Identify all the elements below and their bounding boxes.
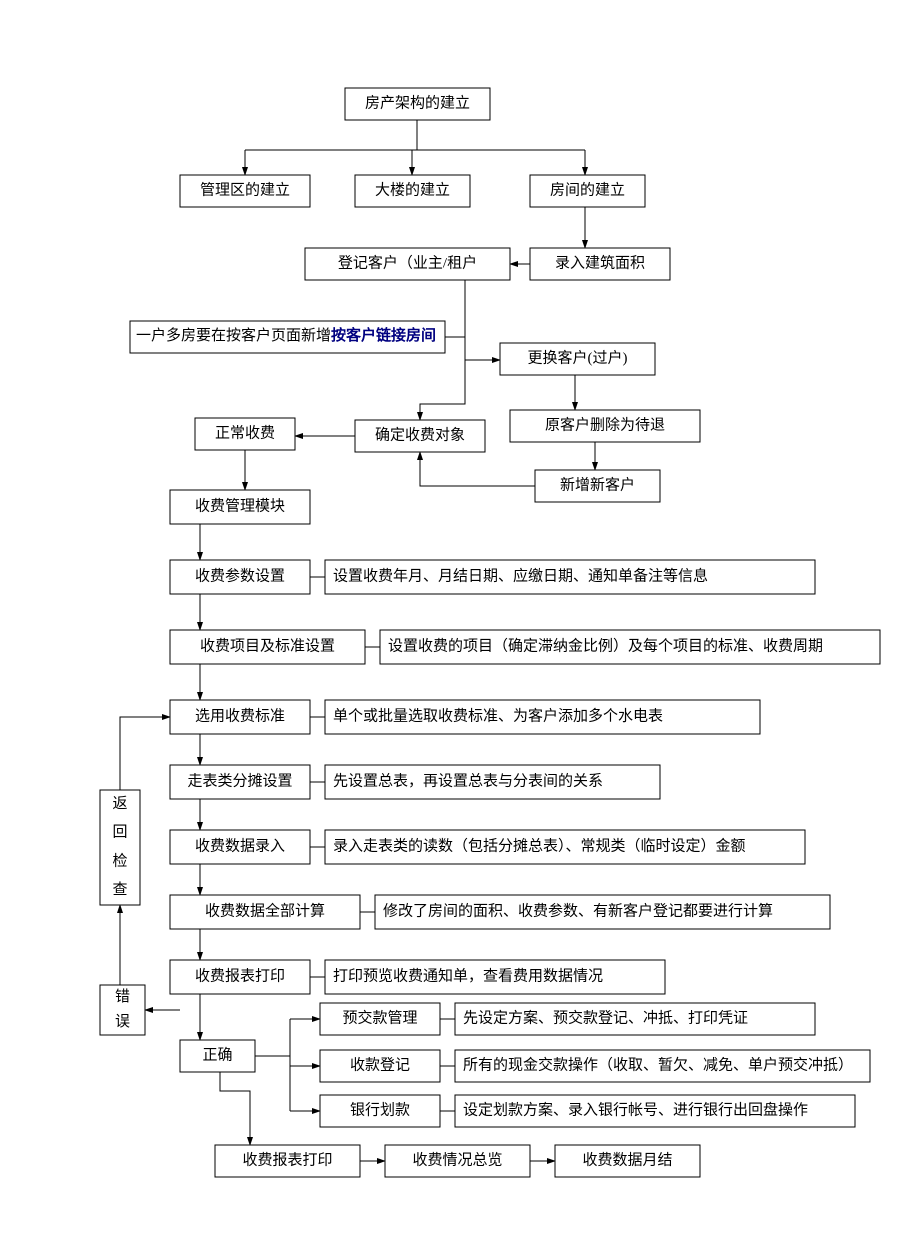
flow-node-p3d: 设定划款方案、录入银行帐号、进行银行出回盘操作 [455,1095,855,1127]
flow-node-correct: 正确 [180,1040,255,1072]
svg-text:原客户删除为待退: 原客户删除为待退 [545,416,665,433]
flow-node-p2: 收款登记 [320,1050,440,1082]
svg-text:收费情况总览: 收费情况总览 [412,1151,502,1168]
svg-text:打印预览收费通知单，查看费用数据情况: 打印预览收费通知单，查看费用数据情况 [333,967,603,984]
svg-text:走表类分摊设置: 走表类分摊设置 [187,772,292,789]
svg-text:收费数据月结: 收费数据月结 [582,1151,672,1168]
flow-node-n18: 收费数据录入 [170,830,310,864]
svg-text:错: 错 [115,988,130,1005]
flow-node-n18d: 录入走表类的读数（包括分摊总表）、常规类（临时设定）金额 [325,830,805,864]
flow-node-n3: 大楼的建立 [355,175,470,207]
flow-node-n9: 原客户删除为待退 [510,410,700,442]
flow-node-n4: 房间的建立 [530,175,645,207]
svg-text:设定划款方案、录入银行帐号、进行银行出回盘操作: 设定划款方案、录入银行帐号、进行银行出回盘操作 [463,1100,808,1118]
flow-node-n16d: 单个或批量选取收费标准、为客户添加多个水电表 [325,700,760,734]
flow-node-f1: 收费报表打印 [215,1145,360,1177]
svg-text:收款登记: 收款登记 [350,1056,410,1073]
flow-node-n7: 一户多房要在按客户页面新增按客户链接房间 [130,321,445,353]
svg-text:银行划款: 银行划款 [350,1101,410,1118]
svg-text:收费数据录入: 收费数据录入 [195,837,285,854]
flow-node-n20: 收费报表打印 [170,960,310,994]
svg-text:登记客户（业主/租户: 登记客户（业主/租户 [338,254,477,271]
svg-text:收费数据全部计算: 收费数据全部计算 [205,901,325,919]
svg-text:录入走表类的读数（包括分摊总表）、常规类（临时设定）金额: 录入走表类的读数（包括分摊总表）、常规类（临时设定）金额 [333,837,746,854]
flow-node-n15d: 设置收费的项目（确定滞纳金比例）及每个项目的标准、收费周期 [380,630,880,664]
svg-text:所有的现金交款操作（收取、暂欠、减免、单户预交冲抵）: 所有的现金交款操作（收取、暂欠、减免、单户预交冲抵） [463,1055,853,1073]
flow-node-n19: 收费数据全部计算 [170,895,360,929]
flow-edge [120,717,170,790]
svg-text:收费管理模块: 收费管理模块 [195,497,285,514]
flow-node-ret: 返回检查 [100,790,140,905]
svg-text:返: 返 [112,795,127,812]
flow-node-err: 错误 [100,985,145,1035]
svg-text:一户多房要在按客户页面新增按客户链接房间: 一户多房要在按客户页面新增按客户链接房间 [136,326,436,344]
flow-node-f2: 收费情况总览 [385,1145,530,1177]
flow-edge [420,343,465,420]
flow-node-n5: 录入建筑面积 [530,248,670,280]
svg-text:设置收费年月、月结日期、应缴日期、通知单备注等信息: 设置收费年月、月结日期、应缴日期、通知单备注等信息 [333,566,708,584]
svg-text:收费参数设置: 收费参数设置 [195,567,285,584]
svg-text:新增新客户: 新增新客户 [560,476,635,493]
flow-node-n8: 更换客户(过户) [500,343,655,375]
flow-node-p3: 银行划款 [320,1095,440,1127]
flow-node-n13: 收费管理模块 [170,490,310,524]
svg-text:先设置总表，再设置总表与分表间的关系: 先设置总表，再设置总表与分表间的关系 [333,772,603,789]
svg-text:录入建筑面积: 录入建筑面积 [555,254,645,271]
flow-node-n12: 新增新客户 [535,470,660,502]
flow-node-n16: 选用收费标准 [170,700,310,734]
svg-text:管理区的建立: 管理区的建立 [200,181,290,198]
flow-edge [220,1072,250,1145]
svg-text:回: 回 [112,824,127,841]
flow-node-n14d: 设置收费年月、月结日期、应缴日期、通知单备注等信息 [325,560,815,594]
flow-node-p1: 预交款管理 [320,1003,440,1035]
svg-text:更换客户(过户): 更换客户(过户) [528,349,628,366]
flow-node-n14: 收费参数设置 [170,560,310,594]
flow-node-f3: 收费数据月结 [555,1145,700,1177]
svg-text:大楼的建立: 大楼的建立 [375,181,450,198]
flow-node-p1d: 先设定方案、预交款登记、冲抵、打印凭证 [455,1003,815,1035]
flow-node-n17d: 先设置总表，再设置总表与分表间的关系 [325,765,660,799]
svg-text:确定收费对象: 确定收费对象 [375,426,465,443]
svg-text:单个或批量选取收费标准、为客户添加多个水电表: 单个或批量选取收费标准、为客户添加多个水电表 [333,707,663,724]
svg-text:收费报表打印: 收费报表打印 [195,967,285,984]
flow-node-n11: 正常收费 [195,418,295,450]
flow-node-n1: 房产架构的建立 [345,88,490,120]
svg-text:选用收费标准: 选用收费标准 [195,707,285,724]
svg-text:正常收费: 正常收费 [215,424,275,441]
svg-text:正确: 正确 [202,1046,232,1063]
svg-text:先设定方案、预交款登记、冲抵、打印凭证: 先设定方案、预交款登记、冲抵、打印凭证 [463,1008,748,1026]
flow-node-n17: 走表类分摊设置 [170,765,310,799]
svg-text:房间的建立: 房间的建立 [550,181,625,198]
svg-text:房产架构的建立: 房产架构的建立 [365,94,470,111]
flow-node-p2d: 所有的现金交款操作（收取、暂欠、减免、单户预交冲抵） [455,1050,870,1082]
svg-text:预交款管理: 预交款管理 [342,1008,417,1026]
svg-text:修改了房间的面积、收费参数、有新客户登记都要进行计算: 修改了房间的面积、收费参数、有新客户登记都要进行计算 [383,901,773,919]
flow-node-n2: 管理区的建立 [180,175,310,207]
flow-node-n10: 确定收费对象 [355,420,485,452]
flow-node-n19d: 修改了房间的面积、收费参数、有新客户登记都要进行计算 [375,895,830,929]
svg-text:收费报表打印: 收费报表打印 [242,1151,332,1168]
svg-text:收费项目及标准设置: 收费项目及标准设置 [200,637,335,654]
flow-node-n20d: 打印预览收费通知单，查看费用数据情况 [325,960,665,994]
flow-node-n15: 收费项目及标准设置 [170,630,365,664]
svg-text:误: 误 [115,1013,130,1030]
svg-text:设置收费的项目（确定滞纳金比例）及每个项目的标准、收费周期: 设置收费的项目（确定滞纳金比例）及每个项目的标准、收费周期 [388,637,823,654]
flow-edge [420,452,535,486]
svg-text:查: 查 [112,881,127,898]
svg-text:检: 检 [112,852,127,869]
flow-node-n6: 登记客户（业主/租户 [305,248,510,280]
